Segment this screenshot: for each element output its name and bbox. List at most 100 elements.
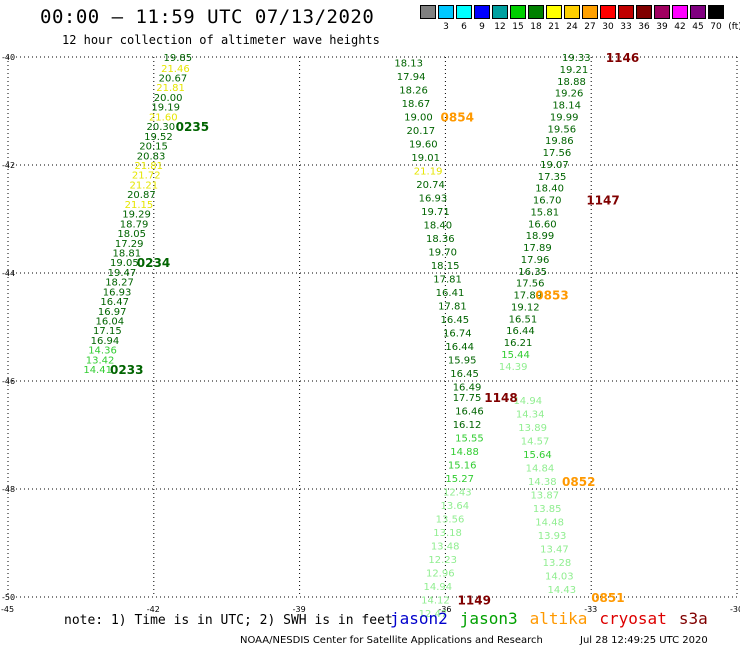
wave-height-value: 19.01 [411, 153, 440, 164]
latitude-label: -40 [2, 53, 15, 62]
page-title: 00:00 – 11:59 UTC 07/13/2020 [40, 6, 375, 28]
wave-height-value: 20.15 [139, 142, 168, 153]
pass-time-label: 0233 [110, 363, 143, 377]
wave-height-value: 18.67 [402, 99, 431, 110]
legend-swatch [564, 5, 580, 19]
wave-height-value: 14.84 [526, 463, 555, 474]
wave-height-value: 13.56 [436, 515, 465, 526]
wave-height-value: 20.74 [416, 180, 445, 191]
longitude-label: -45 [1, 605, 14, 614]
legend-swatch [546, 5, 562, 19]
legend-swatch [456, 5, 472, 19]
wave-height-value: 18.36 [426, 234, 455, 245]
wave-height-value: 16.74 [443, 328, 472, 339]
latitude-label: -48 [2, 485, 15, 494]
wave-height-value: 21.46 [161, 64, 190, 75]
wave-height-value: 16.44 [506, 326, 535, 337]
wave-height-value: 15.27 [445, 474, 474, 485]
wave-height-value: 17.15 [93, 326, 122, 337]
wave-height-value: 16.04 [95, 317, 124, 328]
wave-height-value: 18.05 [117, 229, 146, 240]
legend-swatch [528, 5, 544, 19]
legend-swatch [654, 5, 670, 19]
pass-time-label: 0235 [176, 120, 209, 134]
wave-height-value: 15.55 [455, 434, 484, 445]
wave-height-value: 12.96 [426, 569, 455, 580]
wave-height-value: 21.81 [156, 83, 185, 94]
wave-height-value: 16.47 [100, 297, 129, 308]
pass-time-label: 0851 [591, 591, 624, 605]
wave-height-value: 20.30 [147, 122, 176, 133]
wave-height-value: 16.21 [504, 338, 533, 349]
wave-height-value: 18.14 [552, 101, 581, 112]
wave-height-value: 16.41 [436, 288, 465, 299]
wave-height-value: 12.43 [443, 488, 472, 499]
wave-height-value: 13.87 [530, 490, 559, 501]
pass-time-label: 0234 [137, 256, 170, 270]
pass-time-label: 0853 [535, 289, 568, 303]
wave-height-value: 15.64 [523, 450, 552, 461]
wave-height-value: 19.52 [144, 132, 173, 143]
wave-height-value: 17.35 [538, 172, 567, 183]
wave-height-value: 14.38 [528, 477, 557, 488]
satellite-legend-cryosat: cryosat [599, 609, 667, 628]
legend-label: 33 [620, 22, 632, 32]
wave-height-value: 12.47 [419, 609, 448, 620]
wave-height-value: 21.81 [134, 161, 163, 172]
latitude-label: -42 [2, 161, 15, 170]
wave-height-value: 14.03 [545, 571, 574, 582]
legend-label: 39 [656, 22, 668, 32]
latitude-label: -50 [2, 593, 15, 602]
page-subtitle: 12 hour collection of altimeter wave hei… [62, 33, 380, 47]
wave-height-value: 13.28 [543, 558, 572, 569]
pass-time-label: 1149 [458, 594, 491, 608]
wave-height-value: 17.29 [115, 239, 144, 250]
wave-height-value: 16.93 [419, 193, 448, 204]
wave-height-value: 15.44 [501, 350, 530, 361]
wave-height-value: 21.19 [414, 166, 443, 177]
legend-swatch [618, 5, 634, 19]
wave-height-value: 20.67 [159, 74, 188, 85]
wave-height-value: 19.99 [550, 112, 579, 123]
satellite-legend-s3a: s3a [678, 609, 708, 628]
longitude-label: -33 [584, 605, 597, 614]
longitude-label: -36 [438, 605, 451, 614]
wave-height-value: 15.81 [530, 207, 559, 218]
legend-swatch [492, 5, 508, 19]
wave-height-value: 13.42 [86, 355, 115, 366]
longitude-label: -30 [730, 605, 740, 614]
legend-label: 24 [566, 22, 578, 32]
satellite-legend: jason2 jason3 altika cryosat s3a [390, 609, 720, 628]
wave-height-value: 18.40 [535, 184, 564, 195]
wave-height-value: 19.21 [560, 65, 589, 76]
legend-label: 9 [479, 22, 485, 32]
wave-height-value: 21.60 [149, 112, 178, 123]
footer-note: note: 1) Time is in UTC; 2) SWH is in fe… [64, 613, 393, 628]
wave-height-value: 14.12 [421, 596, 450, 607]
wave-height-value: 19.07 [540, 160, 569, 171]
wave-height-value: 17.81 [438, 301, 467, 312]
legend-swatch [690, 5, 706, 19]
legend-swatch [708, 5, 724, 19]
wave-height-value: 19.56 [547, 124, 576, 135]
legend-swatch [438, 5, 454, 19]
legend-label: 70 [710, 22, 722, 32]
wave-height-value: 12.23 [428, 555, 457, 566]
pass-time-label: 1148 [484, 391, 517, 405]
wave-height-value: 18.99 [526, 231, 555, 242]
wave-height-value: 15.95 [448, 355, 477, 366]
wave-height-value: 13.93 [538, 531, 567, 542]
wave-height-value: 19.86 [545, 136, 574, 147]
wave-height-value: 18.15 [431, 261, 460, 272]
generated-timestamp: Jul 28 12:49:25 UTC 2020 [580, 635, 708, 646]
wave-height-value: 19.71 [421, 207, 450, 218]
latitude-label: -44 [2, 269, 15, 278]
wave-height-value: 13.48 [431, 542, 460, 553]
legend-swatch [582, 5, 598, 19]
satellite-legend-altika: altika [529, 609, 588, 628]
wave-height-value: 18.13 [394, 58, 423, 69]
wave-height-value: 14.88 [450, 447, 479, 458]
wave-height-value: 13.18 [433, 528, 462, 539]
wave-height-value: 16.45 [450, 369, 479, 380]
